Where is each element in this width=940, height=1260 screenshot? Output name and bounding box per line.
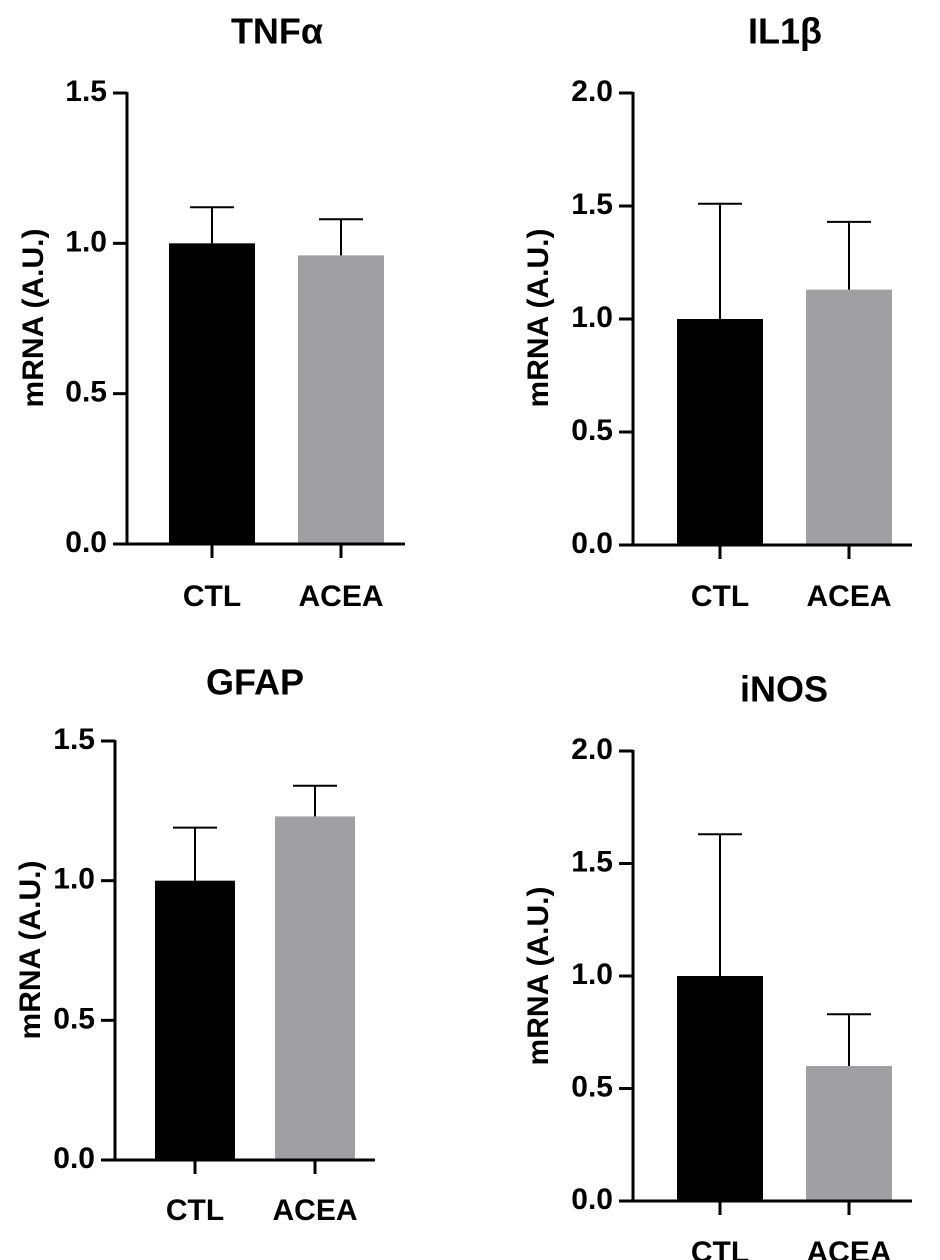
- chart-panel-TNFα: TNFα mRNA (A.U.) CTL ACEA 0.0 0.5 1.0 1.5: [17, 11, 405, 613]
- x-tick-label-CTL: CTL: [691, 580, 749, 613]
- y-tick-label: 0.5: [571, 414, 613, 447]
- bar-ACEA: [298, 255, 384, 545]
- x-tick-label-ACEA: ACEA: [806, 580, 891, 613]
- bar-ACEA: [275, 816, 355, 1160]
- y-tick-label: 1.0: [65, 225, 107, 258]
- y-tick-label: 0.5: [571, 1070, 613, 1103]
- bar-CTL: [155, 880, 235, 1160]
- chart-title: IL1β: [748, 11, 822, 52]
- chart-panel-iNOS: iNOS mRNA (A.U.) CTL ACEA 0.0 0.5 1.0 1.5 2.0: [522, 669, 912, 1260]
- x-tick-label-ACEA: ACEA: [298, 580, 383, 613]
- y-axis-label: mRNA (A.U.): [522, 887, 555, 1066]
- y-tick-label: 0.0: [571, 527, 613, 560]
- y-tick-label: 0.0: [65, 526, 107, 559]
- bar-ACEA: [806, 1066, 892, 1201]
- chart-panel-IL1β: IL1β mRNA (A.U.) CTL ACEA 0.0 0.5 1.0 1.5 2.0: [522, 11, 912, 613]
- x-tick-label-CTL: CTL: [691, 1236, 749, 1260]
- y-tick-label: 1.5: [53, 723, 95, 756]
- y-tick-label: 1.0: [53, 863, 95, 896]
- y-tick-label: 2.0: [571, 75, 613, 108]
- x-tick-label-CTL: CTL: [183, 580, 241, 613]
- bar-CTL: [677, 319, 763, 545]
- y-tick-label: 1.0: [571, 958, 613, 991]
- y-axis-label: mRNA (A.U.): [17, 229, 50, 408]
- y-tick-label: 0.0: [571, 1183, 613, 1216]
- y-tick-label: 0.5: [53, 1002, 95, 1035]
- chart-panel-GFAP: GFAP mRNA (A.U.) CTL ACEA 0.0 0.5 1.0 1.5: [14, 662, 375, 1227]
- x-tick-label-ACEA: ACEA: [272, 1194, 357, 1227]
- x-tick-label-ACEA: ACEA: [806, 1236, 891, 1260]
- y-axis-label: mRNA (A.U.): [522, 229, 555, 408]
- y-tick-label: 2.0: [571, 733, 613, 766]
- y-tick-label: 1.5: [65, 75, 107, 108]
- chart-title: GFAP: [206, 662, 304, 703]
- bar-ACEA: [806, 289, 892, 545]
- bar-CTL: [677, 976, 763, 1201]
- chart-title: iNOS: [740, 669, 828, 710]
- y-tick-label: 0.0: [53, 1142, 95, 1175]
- y-tick-label: 0.5: [65, 376, 107, 409]
- y-tick-label: 1.5: [571, 845, 613, 878]
- y-axis-label: mRNA (A.U.): [14, 861, 47, 1040]
- x-tick-label-CTL: CTL: [166, 1194, 224, 1227]
- chart-title: TNFα: [231, 11, 323, 52]
- y-tick-label: 1.0: [571, 301, 613, 334]
- bar-CTL: [169, 243, 255, 545]
- y-tick-label: 1.5: [571, 188, 613, 221]
